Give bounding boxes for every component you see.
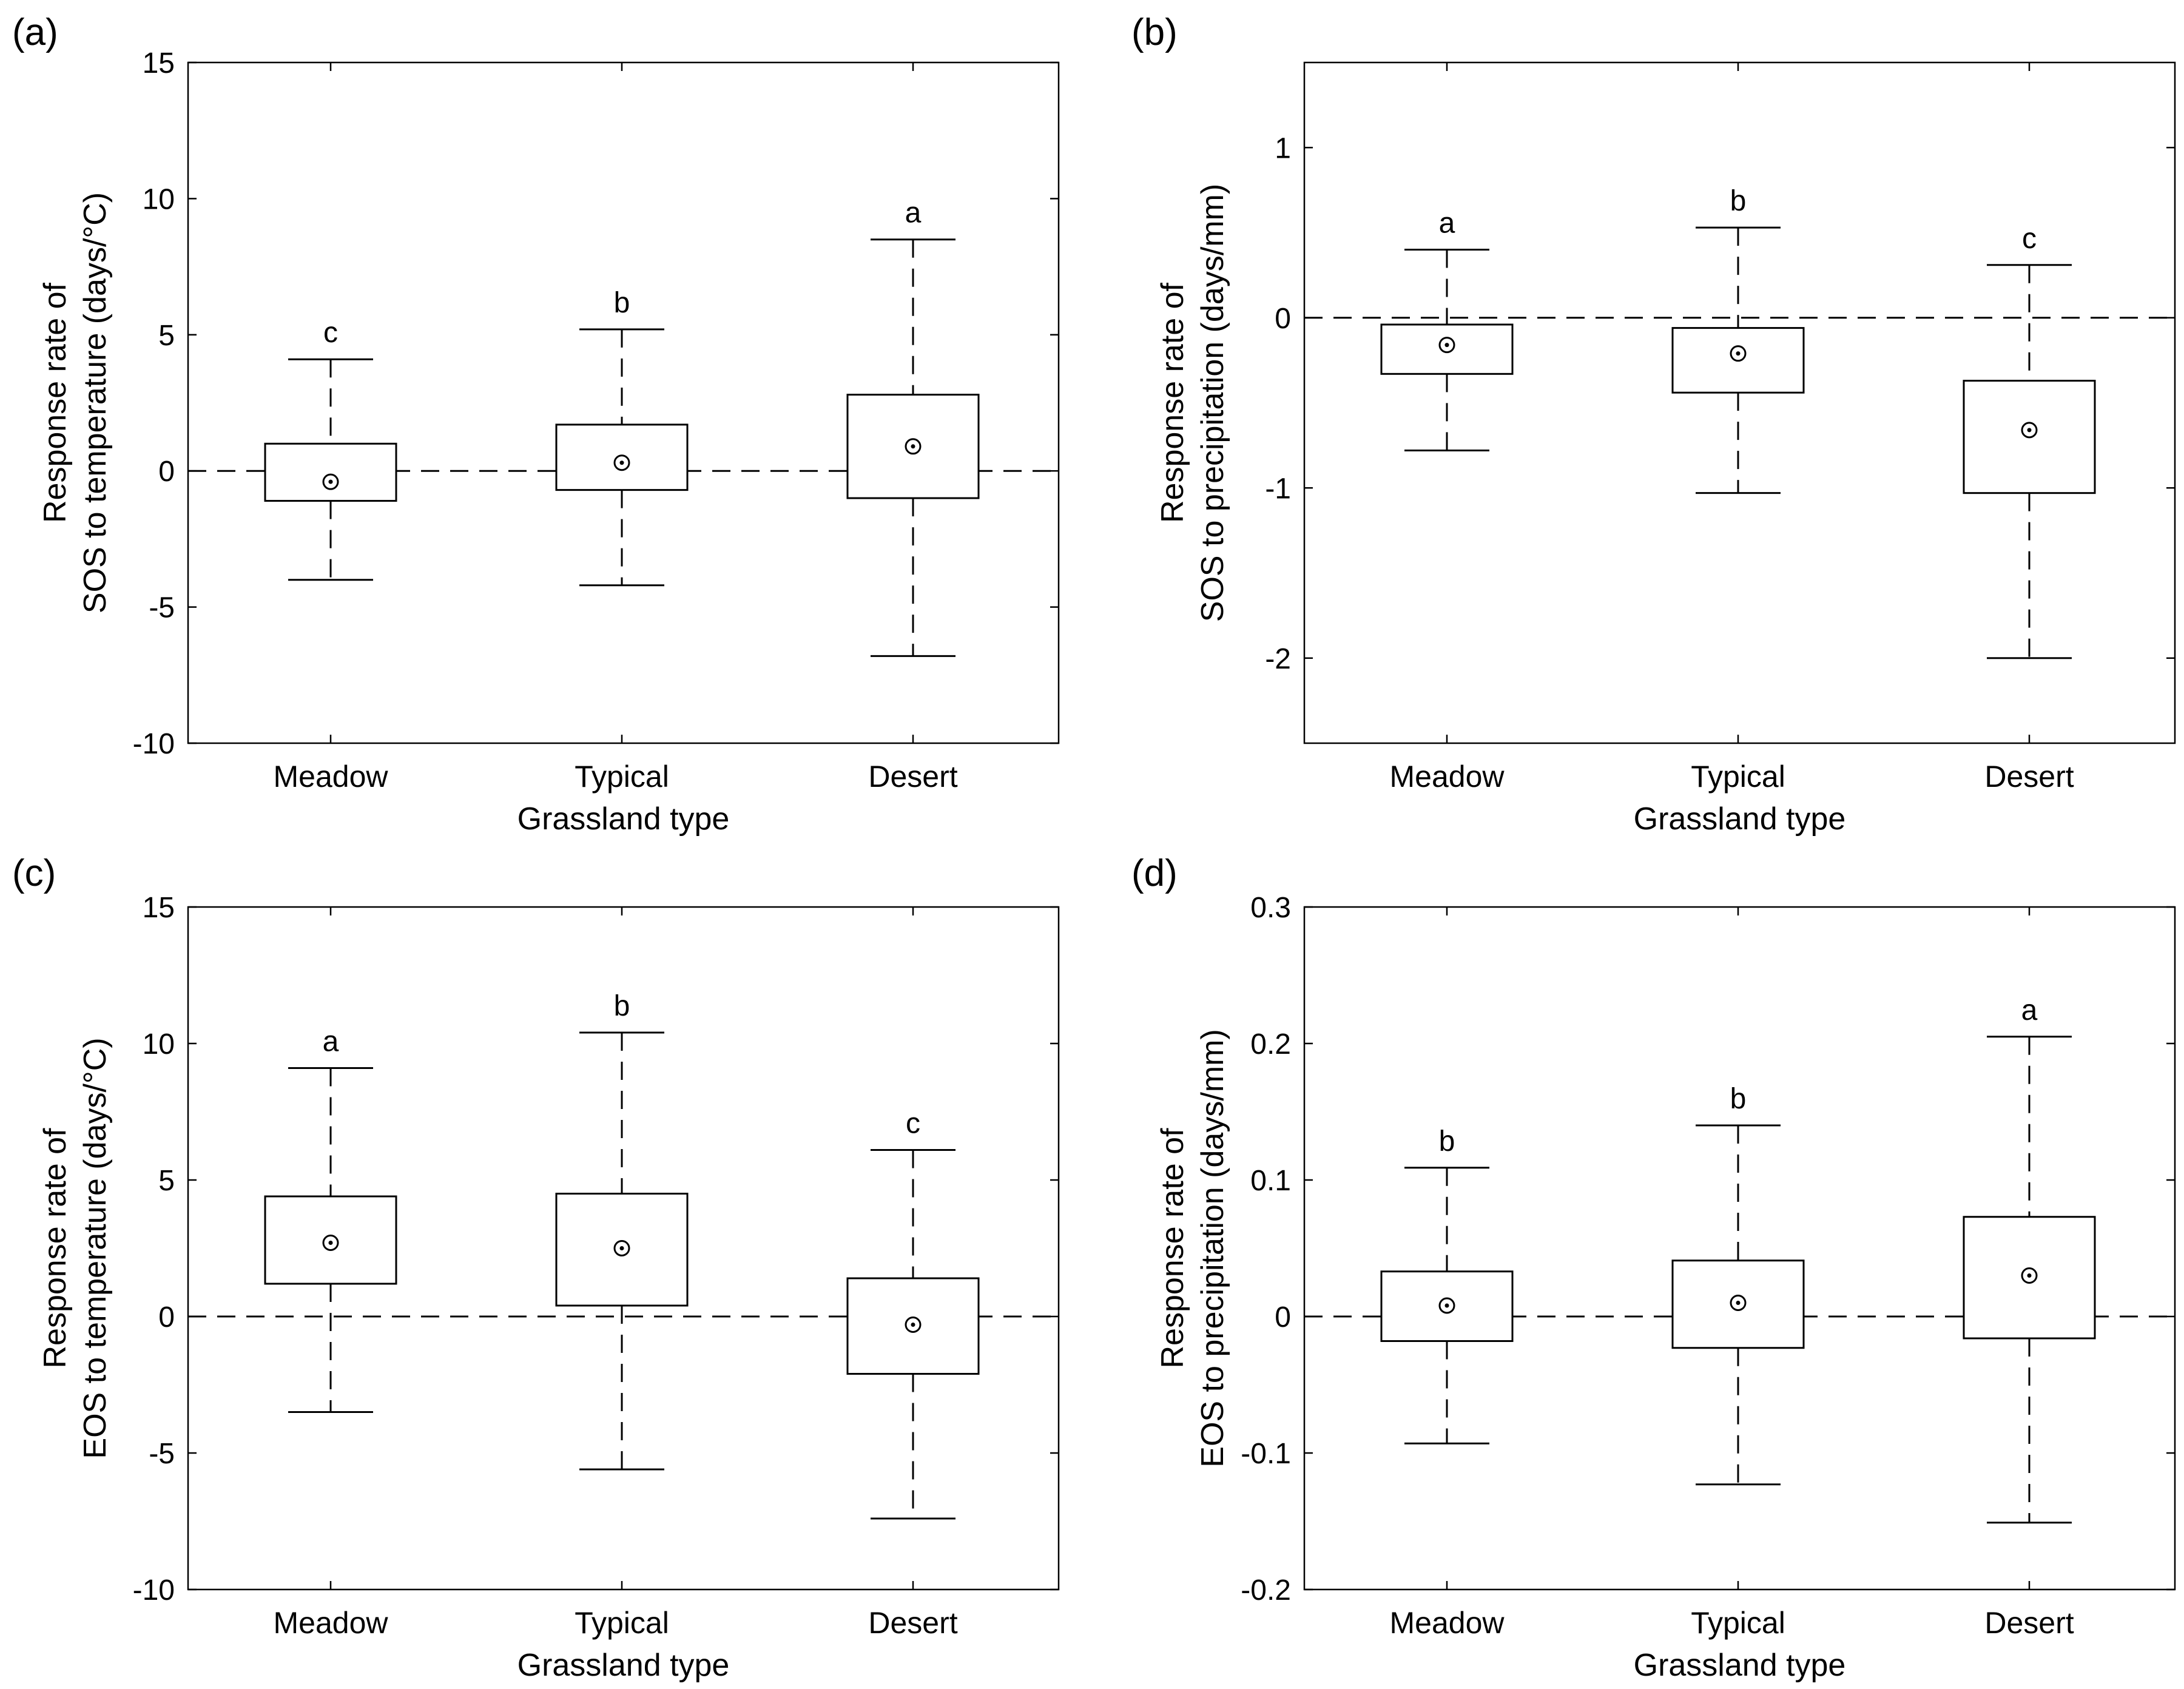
mean-marker-dot — [1736, 351, 1741, 356]
x-axis-title: Grassland type — [1634, 801, 1846, 837]
significance-letter: a — [1439, 207, 1455, 240]
y-tick-label: 1 — [1275, 132, 1291, 164]
box-meadow: a — [1380, 207, 1514, 452]
y-axis-title-line2: SOS to precipitation (days/mm) — [1195, 184, 1230, 622]
y-tick-label: 15 — [143, 892, 175, 924]
x-axis-title: Grassland type — [517, 1648, 730, 1683]
panel-c: (c) -10 -5 0 5 10 15 a Meadow b Typical c Desert Gras… — [12, 852, 1060, 1683]
box-meadow: c — [264, 317, 397, 581]
plot-frame — [187, 61, 1060, 744]
iqr-box — [264, 442, 397, 502]
plot-frame — [1303, 61, 2176, 744]
category-label-meadow: Meadow — [274, 1606, 389, 1640]
significance-letter: b — [1730, 185, 1747, 217]
significance-letter: a — [2021, 994, 2038, 1027]
category-label-meadow: Meadow — [1390, 760, 1505, 794]
panel-label: (d) — [1131, 852, 1178, 894]
y-tick-label: -10 — [133, 1574, 175, 1606]
panel-label: (b) — [1131, 12, 1178, 53]
y-tick-label: 0.1 — [1250, 1165, 1291, 1197]
box-meadow: a — [264, 1026, 397, 1413]
y-axis-title-line1: Response rate of — [38, 1128, 73, 1369]
box-desert: a — [1963, 994, 2096, 1524]
significance-letter: c — [2022, 223, 2037, 255]
panel-d: (d) -0.2 -0.1 0 0.1 0.2 0.3 b Meadow b Typical a Des… — [1131, 852, 2176, 1683]
significance-letter: a — [323, 1026, 339, 1058]
plot-frame — [1303, 906, 2176, 1591]
y-tick-label: 0 — [1275, 1301, 1291, 1333]
y-axis-title-line1: Response rate of — [38, 282, 73, 523]
box-meadow: b — [1380, 1125, 1514, 1445]
mean-marker-dot — [1444, 343, 1449, 348]
mean-marker-dot — [911, 444, 915, 449]
panel-label: (a) — [12, 12, 58, 53]
y-axis-title-line1: Response rate of — [1155, 282, 1190, 523]
y-tick-label: 0.2 — [1250, 1028, 1291, 1060]
y-tick-label: 5 — [158, 1165, 175, 1197]
significance-letter: a — [905, 197, 922, 229]
mean-marker-dot — [619, 460, 624, 465]
panel-b: (b) -2 -1 0 1 a Meadow b Typical c Desert Grassland… — [1131, 12, 2176, 837]
x-axis-title: Grassland type — [1634, 1648, 1846, 1683]
y-tick-label: 0 — [1275, 303, 1291, 335]
box-desert: c — [1963, 223, 2096, 659]
y-tick-label: 10 — [143, 183, 175, 215]
category-label-typical: Typical — [575, 1606, 669, 1640]
y-tick-label: 0 — [158, 456, 175, 488]
panel-a: (a) -10 -5 0 5 10 15 c Meadow b Typical a Desert Gras… — [12, 12, 1060, 837]
y-tick-label: -2 — [1265, 643, 1291, 675]
y-tick-label: -5 — [149, 592, 175, 624]
significance-letter: b — [614, 287, 630, 319]
y-axis-title-line2: EOS to precipitation (days/mm) — [1195, 1029, 1230, 1467]
mean-marker-dot — [1444, 1303, 1449, 1308]
mean-marker-dot — [328, 1241, 333, 1245]
category-label-desert: Desert — [868, 760, 957, 794]
y-axis-title-line2: EOS to temperature (days/°C) — [78, 1037, 113, 1458]
category-label-meadow: Meadow — [274, 760, 389, 794]
mean-marker-dot — [1736, 1301, 1741, 1305]
x-axis-title: Grassland type — [517, 801, 730, 837]
y-tick-label: -5 — [149, 1438, 175, 1470]
category-label-desert: Desert — [1984, 760, 2074, 794]
y-tick-label: -0.1 — [1241, 1438, 1291, 1470]
mean-marker-dot — [2027, 428, 2032, 433]
mean-marker-dot — [2027, 1273, 2032, 1278]
category-label-typical: Typical — [1691, 760, 1785, 794]
box-desert: a — [846, 197, 980, 657]
significance-letter: b — [1730, 1083, 1747, 1115]
box-typical: b — [1671, 1083, 1805, 1486]
category-label-typical: Typical — [1691, 1606, 1785, 1640]
y-tick-label: -0.2 — [1241, 1574, 1291, 1606]
y-tick-label: -10 — [133, 728, 175, 760]
y-tick-label: 0 — [158, 1301, 175, 1333]
significance-letter: b — [1439, 1125, 1455, 1158]
mean-marker-dot — [619, 1246, 624, 1250]
category-label-desert: Desert — [868, 1606, 957, 1640]
mean-marker-dot — [328, 479, 333, 484]
y-tick-label: 5 — [158, 320, 175, 352]
significance-letter: c — [323, 317, 338, 349]
category-label-typical: Typical — [575, 760, 669, 794]
mean-marker-dot — [911, 1323, 915, 1327]
box-typical: b — [555, 990, 689, 1471]
significance-letter: c — [906, 1108, 920, 1140]
category-label-meadow: Meadow — [1390, 1606, 1505, 1640]
box-typical: b — [1671, 185, 1805, 494]
y-tick-label: 0.3 — [1250, 892, 1291, 924]
y-axis-title-line1: Response rate of — [1155, 1128, 1190, 1369]
panel-label: (c) — [12, 852, 56, 894]
y-axis-title-line2: SOS to temperature (days/°C) — [78, 192, 113, 613]
plot-frame — [187, 906, 1060, 1591]
box-desert: c — [846, 1108, 980, 1520]
y-tick-label: 15 — [143, 47, 175, 79]
category-label-desert: Desert — [1984, 1606, 2074, 1640]
significance-letter: b — [614, 990, 630, 1022]
box-typical: b — [555, 287, 689, 587]
y-tick-label: 10 — [143, 1028, 175, 1060]
y-tick-label: -1 — [1265, 473, 1291, 505]
